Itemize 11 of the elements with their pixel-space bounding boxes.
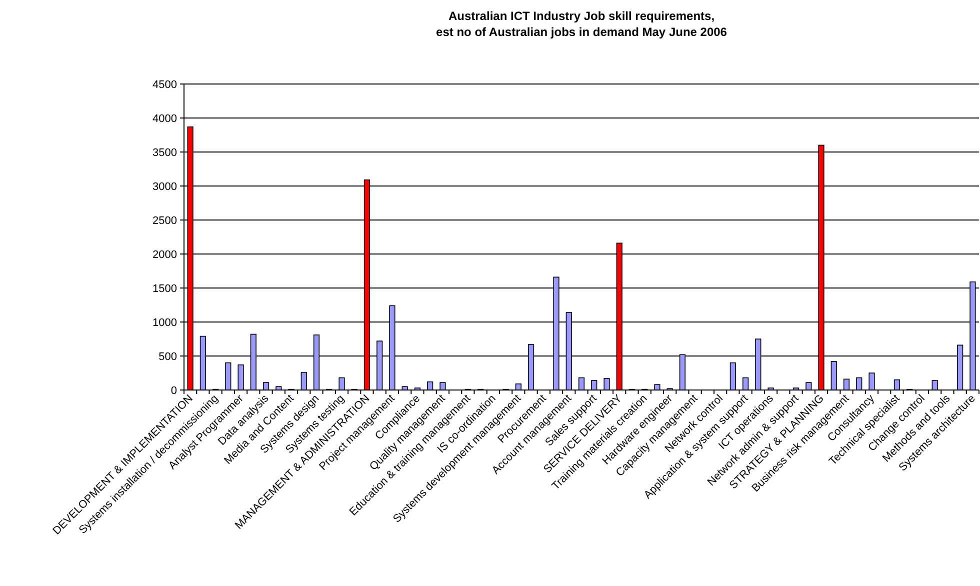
y-tick-label: 3000 [152, 180, 177, 193]
y-tick-label: 1000 [152, 316, 177, 329]
y-tick-label: 2000 [152, 248, 177, 261]
y-tick-label: 0 [170, 384, 177, 397]
y-tick-label: 2500 [152, 214, 177, 227]
chart-title: Australian ICT Industry Job skill requirements, est no of Australian jobs in demand May June 2006 [436, 9, 728, 39]
y-tick-label: 1500 [152, 282, 177, 295]
y-tick-label: 500 [158, 350, 177, 363]
y-tick-label: 4000 [152, 112, 177, 125]
y-tick-label: 3500 [152, 146, 177, 159]
y-tick-label: 4500 [152, 78, 177, 91]
